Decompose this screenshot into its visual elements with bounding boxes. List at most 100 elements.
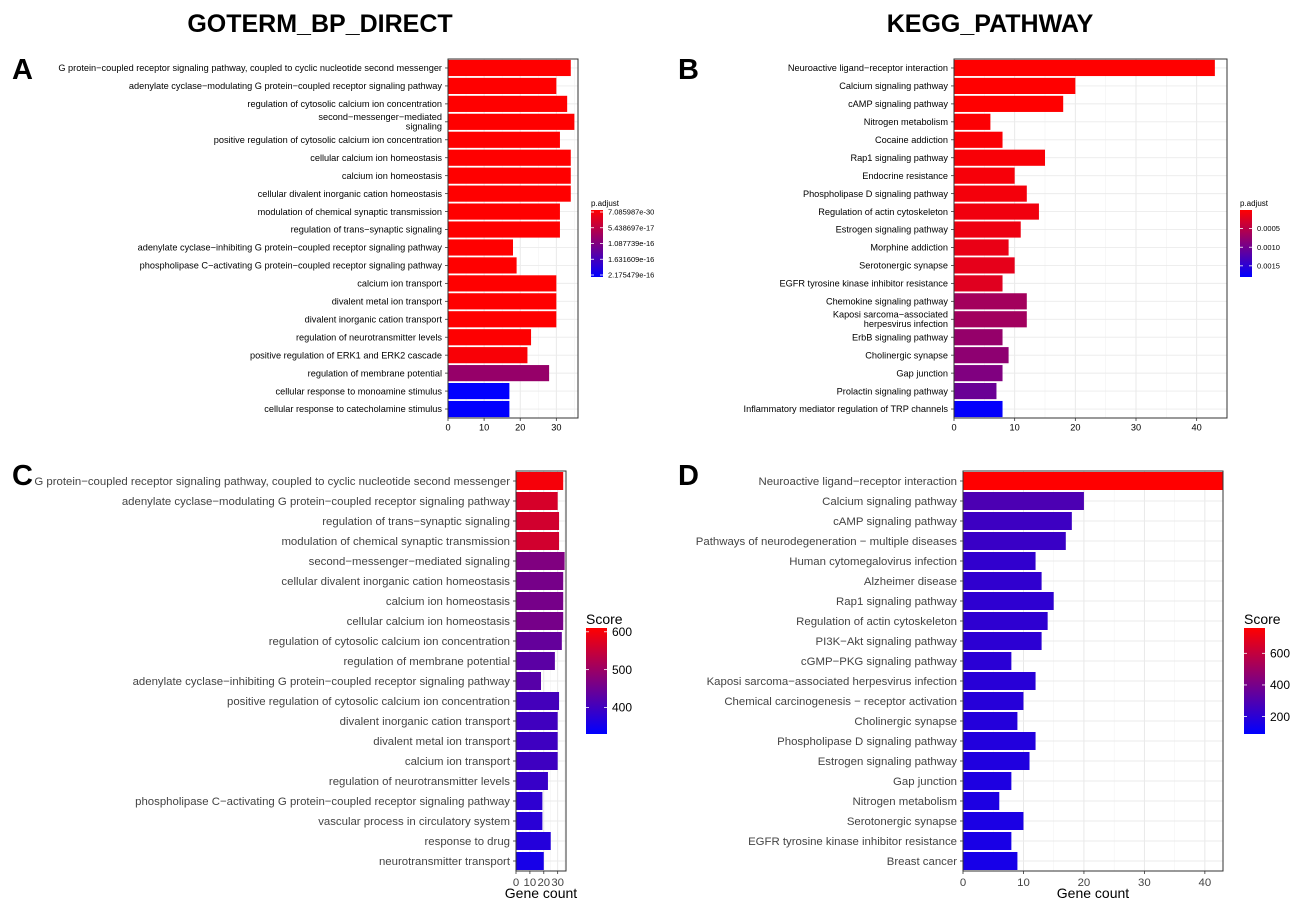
category-label: cellular response to monoamine stimulus: [276, 386, 443, 396]
bar: [954, 59, 1215, 77]
plot-background: [963, 471, 1223, 871]
panel-label-c: C: [12, 460, 33, 492]
bar: [963, 472, 1223, 490]
category-label: Alzheimer disease: [864, 576, 957, 588]
category-label: G protein−coupled receptor signaling pat…: [34, 476, 510, 488]
bar: [963, 632, 1042, 650]
category-label: Morphine addiction: [870, 243, 948, 253]
bar: [448, 167, 571, 184]
category-label: Estrogen signaling pathway: [818, 756, 958, 768]
plot-border: [962, 470, 1224, 872]
category-label: Regulation of actin cytoskeleton: [818, 207, 948, 217]
bar: [954, 131, 1003, 148]
category-label: regulation of membrane potential: [343, 656, 510, 668]
category-label: Calcium signaling pathway: [839, 81, 948, 91]
panel-label-b: B: [678, 54, 699, 86]
x-tick-label: 30: [1138, 877, 1151, 889]
chart-panel-a: G protein−coupled receptor signaling pat…: [58, 58, 654, 433]
legend-tick-label: 400: [612, 701, 632, 715]
category-label: G protein−coupled receptor signaling pat…: [58, 63, 442, 73]
category-label: regulation of membrane potential: [308, 368, 442, 378]
x-axis-title: Gene count: [1057, 885, 1129, 900]
bar: [954, 293, 1027, 310]
category-label: calcium ion transport: [405, 756, 511, 768]
bar: [963, 672, 1036, 690]
x-axis-title: Gene count: [505, 885, 577, 900]
bar: [516, 472, 564, 490]
legend-tick-label: 0.0005: [1257, 224, 1280, 233]
chart-panel-d: Neuroactive ligand−receptor interaction C…: [696, 470, 1290, 900]
bar: [516, 632, 562, 650]
category-label: calcium ion homeostasis: [342, 171, 442, 181]
plot-border: [515, 470, 567, 872]
category-label: adenylate cyclase−inhibiting G protein−c…: [138, 243, 443, 253]
heading-right: KEGG_PATHWAY: [886, 10, 1094, 38]
legend-tick-label: 600: [1270, 647, 1290, 661]
category-label: Neuroactive ligand−receptor interaction: [758, 476, 957, 488]
x-tick-label: 20: [1070, 423, 1080, 433]
category-label: cellular calcium ion homeostasis: [347, 616, 511, 628]
bar: [963, 732, 1036, 750]
category-label: Prolactin signaling pathway: [837, 386, 949, 396]
bar: [516, 512, 560, 530]
bar: [448, 113, 575, 130]
bar: [954, 221, 1021, 238]
legend-tick-label: 400: [1270, 678, 1290, 692]
chart-panel-b: Neuroactive ligand−receptor interaction C…: [744, 58, 1280, 433]
category-label: Calcium signaling pathway: [822, 496, 957, 508]
bar: [963, 772, 1012, 790]
category-label: divalent inorganic cation transport: [305, 314, 443, 324]
legend-colorbar: [586, 628, 607, 734]
bar: [516, 532, 560, 550]
bar: [963, 832, 1012, 850]
category-label: cellular divalent inorganic cation homeo…: [258, 189, 443, 199]
category-label: regulation of trans−synaptic signaling: [322, 516, 510, 528]
x-tick-label: 30: [1131, 423, 1141, 433]
category-label: Gap junction: [896, 368, 948, 378]
category-label: divalent metal ion transport: [373, 736, 511, 748]
legend-tick-label: 500: [612, 663, 632, 677]
heading-left: GOTERM_BP_DIRECT: [187, 10, 453, 38]
x-tick-label: 30: [551, 423, 561, 433]
bar: [954, 329, 1003, 346]
legend-colorbar: [1240, 210, 1252, 277]
bar: [954, 239, 1009, 256]
category-label: Serotonergic synapse: [847, 816, 957, 828]
bar: [448, 203, 560, 220]
bar: [516, 812, 543, 830]
bar: [963, 612, 1048, 630]
bar: [963, 712, 1018, 730]
category-label: regulation of cytosolic calcium ion conc…: [247, 99, 442, 109]
x-tick-label: 20: [1078, 877, 1091, 889]
category-label: Nitrogen metabolism: [853, 796, 957, 808]
category-label: cellular calcium ion homeostasis: [310, 153, 442, 163]
x-tick-label: 20: [515, 423, 525, 433]
bar: [954, 365, 1003, 382]
bar: [448, 59, 571, 77]
x-tick-label: 10: [1010, 423, 1020, 433]
bar: [516, 672, 541, 690]
bar: [954, 185, 1027, 202]
category-label: Kaposi sarcoma−associated herpesvirus inf…: [833, 309, 948, 329]
category-label: Cocaine addiction: [875, 135, 948, 145]
panel-label-d: D: [678, 460, 699, 492]
bar: [954, 113, 991, 130]
category-label: PI3K−Akt signaling pathway: [815, 636, 957, 648]
bar: [963, 532, 1066, 550]
bar: [448, 347, 528, 364]
bar: [516, 552, 565, 570]
bar: [954, 275, 1003, 292]
legend-tick-label: 2.175479e-16: [608, 271, 654, 280]
category-label: Inflammatory mediator regulation of TRP …: [744, 404, 949, 414]
category-label: regulation of trans−synaptic signaling: [291, 225, 442, 235]
legend-tick-label: 0.0015: [1257, 261, 1280, 270]
category-label: Serotonergic synapse: [859, 261, 948, 271]
bar: [448, 185, 571, 202]
category-label: vascular process in circulatory system: [318, 816, 510, 828]
bar: [516, 692, 560, 710]
bar: [448, 329, 532, 346]
bar: [448, 365, 550, 382]
category-label: cAMP signaling pathway: [848, 99, 948, 109]
x-tick-label: 40: [1192, 423, 1202, 433]
legend-colorbar: [591, 210, 603, 277]
